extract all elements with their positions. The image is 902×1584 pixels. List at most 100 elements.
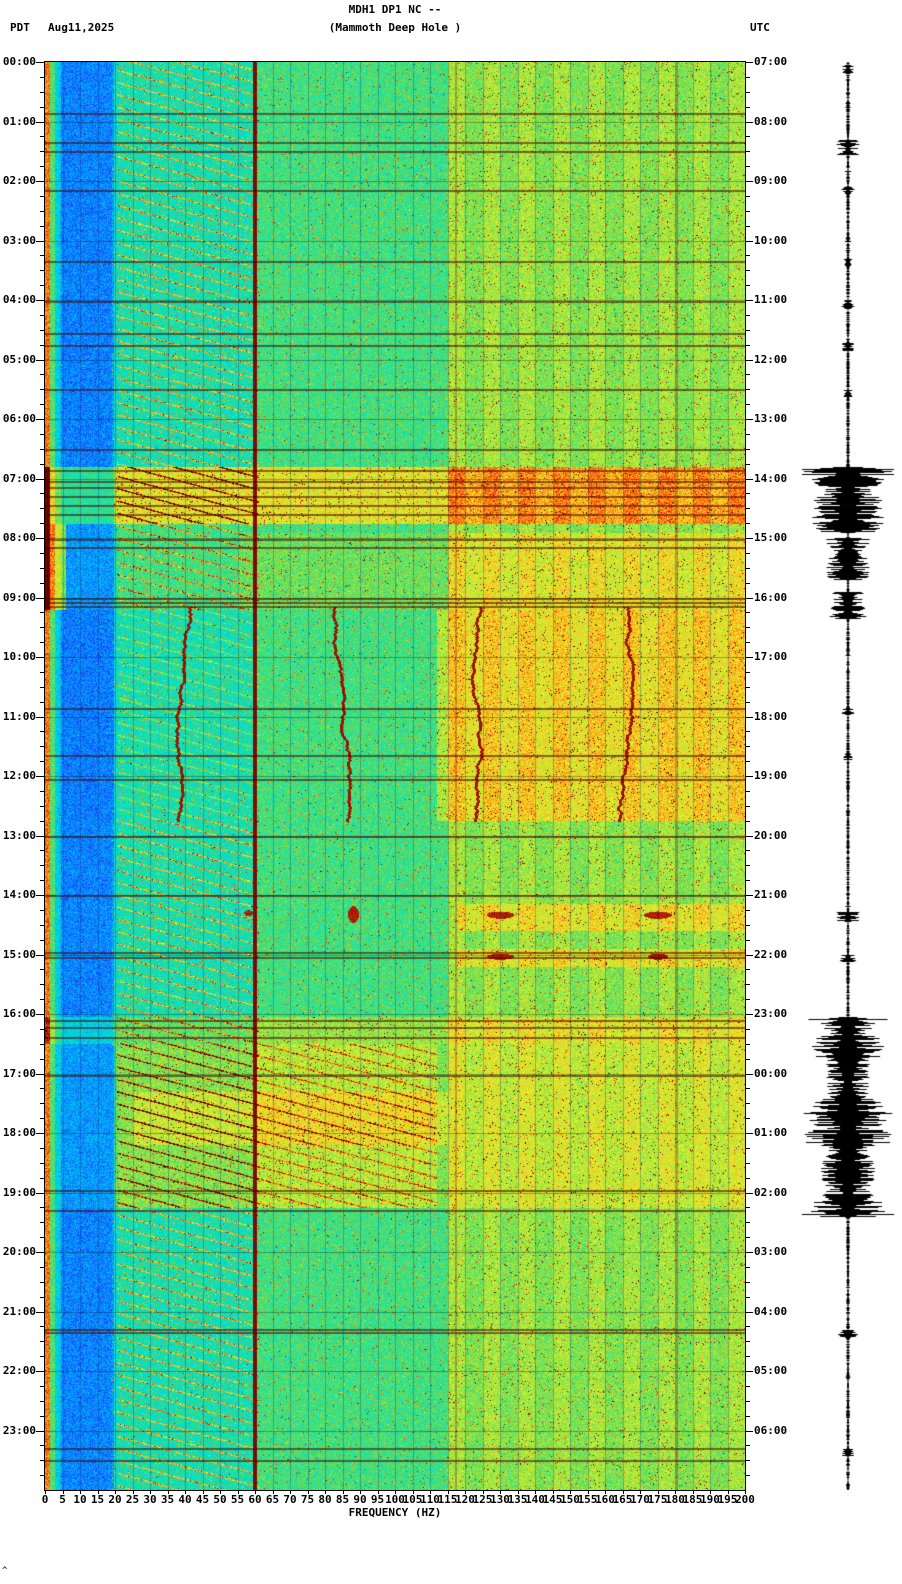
axis-tick [587, 1491, 589, 1494]
hour-label-left: 05:00 [2, 352, 36, 366]
axis-tick [36, 1014, 45, 1015]
axis-tick [746, 136, 750, 138]
axis-tick [746, 478, 753, 480]
axis-tick [36, 954, 45, 956]
axis-tick [40, 433, 45, 435]
freq-tick-label: 80 [318, 1493, 332, 1506]
axis-tick [746, 210, 750, 212]
axis-tick [255, 1491, 256, 1494]
axis-tick [746, 166, 750, 168]
axis-tick [40, 939, 45, 941]
axis-tick [675, 1491, 676, 1494]
axis-tick [746, 835, 753, 837]
hour-label-right: 08:00 [754, 114, 788, 128]
axis-tick [40, 627, 45, 629]
hour-label-left: 02:00 [2, 174, 36, 187]
axis-tick [202, 1491, 204, 1494]
axis-tick [40, 582, 45, 584]
axis-tick [746, 1460, 750, 1462]
axis-tick [657, 1491, 659, 1494]
axis-tick [36, 300, 45, 301]
hour-label-left: 21:00 [2, 1304, 36, 1318]
freq-tick-label: 155 [577, 1493, 598, 1506]
axis-tick [40, 1475, 45, 1477]
freq-tick-label: 50 [213, 1493, 227, 1506]
axis-tick [40, 389, 45, 391]
axis-tick [746, 314, 750, 316]
axis-tick [36, 538, 45, 539]
axis-tick [40, 984, 45, 986]
axis-tick [746, 463, 750, 465]
spectrogram-canvas [45, 62, 745, 1490]
axis-tick [746, 1222, 750, 1224]
hour-label-left: 01:00 [2, 114, 36, 128]
axis-tick [746, 820, 750, 822]
freq-tick-label: 60 [248, 1493, 262, 1506]
axis-tick [40, 1058, 45, 1060]
axis-tick [746, 924, 750, 926]
freq-tick-label: 5 [59, 1493, 66, 1506]
freq-tick-label: 85 [335, 1493, 350, 1506]
freq-tick-label: 25 [125, 1493, 140, 1506]
axis-tick [746, 374, 750, 376]
axis-tick [40, 805, 45, 807]
axis-tick [40, 195, 45, 197]
freq-tick-label: 160 [595, 1493, 615, 1506]
axis-tick [746, 582, 750, 584]
freq-tick-label: 110 [420, 1493, 440, 1506]
axis-tick [40, 865, 45, 867]
freq-tick-label: 45 [195, 1493, 210, 1506]
hour-label-left: 12:00 [2, 769, 36, 782]
axis-tick [746, 1385, 750, 1387]
hour-label-left: 04:00 [2, 293, 36, 306]
axis-tick [746, 195, 750, 197]
freq-tick-label: 175 [647, 1493, 668, 1506]
axis-tick [307, 1491, 309, 1494]
axis-tick [746, 850, 750, 852]
axis-tick [745, 1491, 746, 1494]
frequency-axis-label: FREQUENCY (HZ) [348, 1506, 442, 1519]
station-subtitle: (Mammoth Deep Hole ) [328, 21, 462, 34]
freq-tick-label: 95 [370, 1493, 385, 1506]
axis-tick [746, 1058, 750, 1060]
axis-tick [40, 1118, 45, 1120]
axis-tick [40, 225, 45, 227]
axis-tick [36, 181, 45, 182]
axis-tick [746, 508, 750, 510]
hour-label-right: 07:00 [754, 55, 788, 68]
hour-label-right: 03:00 [754, 1245, 788, 1258]
axis-tick [185, 1491, 186, 1494]
freq-tick-label: 125 [472, 1493, 493, 1506]
freq-tick-label: 20 [108, 1493, 122, 1506]
axis-tick [40, 344, 45, 346]
axis-tick [746, 1445, 750, 1447]
axis-tick [746, 270, 750, 272]
freq-tick-label: 180 [665, 1493, 685, 1506]
hour-label-left: 17:00 [2, 1066, 36, 1080]
axis-tick [746, 448, 750, 450]
axis-tick [746, 1192, 753, 1194]
axis-tick [692, 1491, 694, 1494]
hour-label-left: 19:00 [2, 1185, 36, 1199]
axis-tick [746, 300, 753, 301]
axis-tick [746, 1014, 753, 1015]
axis-tick [115, 1491, 116, 1494]
freq-tick-label: 55 [230, 1493, 245, 1506]
hour-label-right: 13:00 [754, 412, 788, 425]
axis-tick [746, 106, 750, 108]
axis-tick [746, 1281, 750, 1283]
axis-tick [746, 329, 750, 331]
axis-tick [36, 1133, 45, 1134]
axis-tick [40, 671, 45, 673]
axis-tick [746, 62, 753, 63]
axis-tick [746, 909, 750, 911]
freq-tick-label: 15 [90, 1493, 105, 1506]
freq-tick-label: 200 [735, 1493, 755, 1506]
hour-label-left: 09:00 [2, 590, 36, 604]
freq-tick-label: 120 [455, 1493, 475, 1506]
axis-tick [36, 716, 45, 718]
axis-tick [360, 1491, 361, 1494]
axis-tick [40, 1266, 45, 1268]
hour-label-right: 21:00 [754, 888, 788, 901]
hour-label-left: 08:00 [2, 531, 36, 544]
